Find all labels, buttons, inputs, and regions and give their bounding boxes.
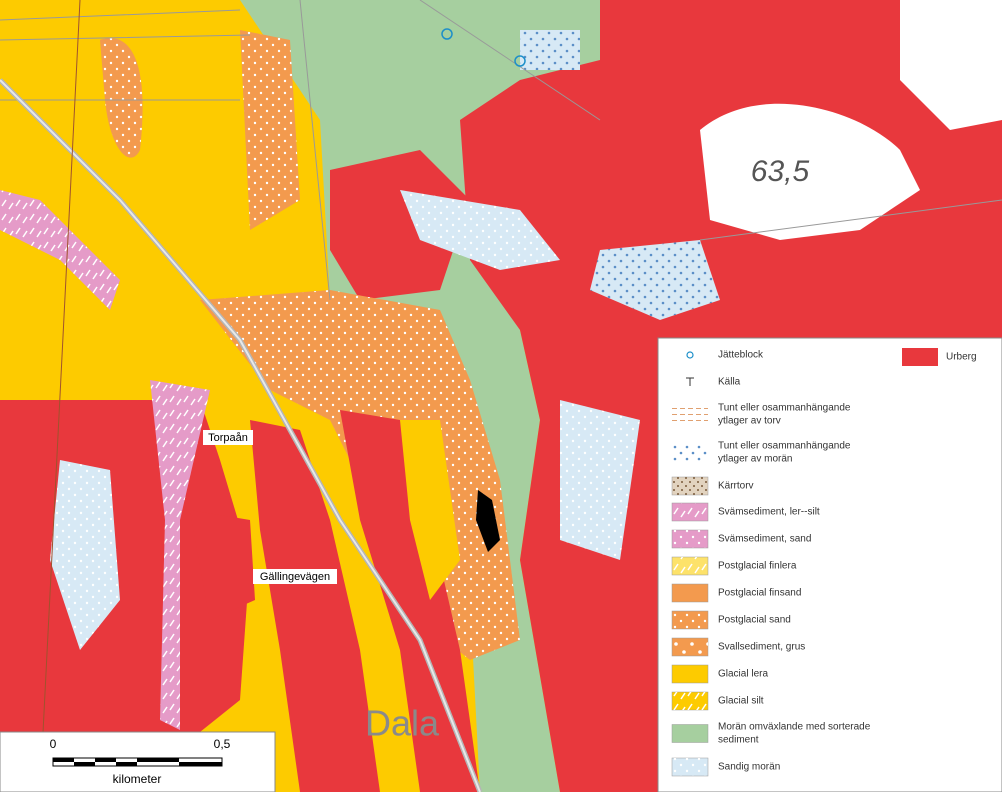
legend-label: Postglacial finlera [718, 561, 797, 572]
legend-label: Urberg [946, 352, 977, 363]
label-box [253, 569, 337, 584]
legend-label: Källa [718, 377, 741, 388]
legend-swatch-pattern [672, 477, 708, 495]
legend-label: Morän omväxlande med sorterade [718, 722, 871, 733]
legend-symbol [672, 443, 708, 462]
map-label: Dala [365, 703, 440, 744]
map-label: 63,5 [751, 155, 810, 188]
legend-label: Tunt eller osammanhängande [718, 403, 851, 414]
legend-label: Postglacial finsand [718, 588, 801, 599]
legend-label: Kärrtorv [718, 481, 754, 492]
legend-swatch [671, 583, 709, 603]
legend-label: Svallsediment, grus [718, 642, 805, 653]
legend-label: ytlager av torv [718, 416, 781, 427]
legend-swatch-pattern [672, 611, 708, 629]
legend-swatch [671, 664, 709, 684]
legend-label: Svämsediment, ler--silt [718, 507, 820, 518]
label-box [203, 430, 253, 445]
legend-label: Glacial lera [718, 669, 768, 680]
map-label: Gällingevägen [260, 571, 330, 583]
legend-swatch-pattern [672, 530, 708, 548]
scale-unit: kilometer [113, 772, 162, 786]
legend-label: Sandig morän [718, 762, 780, 773]
legend: Urberg Jätteblock Källa Tunt eller osammanh… [657, 337, 1002, 793]
legend-label: Glacial silt [718, 696, 764, 707]
legend-swatch-pattern [672, 557, 708, 575]
legend-swatch [671, 724, 709, 743]
legend-symbol [686, 377, 694, 386]
legend-swatch-pattern [672, 638, 708, 656]
legend-swatch-pattern [672, 758, 708, 776]
legend-label: Svämsediment, sand [718, 534, 811, 545]
legend-swatch [902, 348, 938, 366]
legend-label: Postglacial sand [718, 615, 791, 626]
legend-swatch-pattern [672, 692, 708, 710]
legend-label: Tunt eller osammanhängande [718, 441, 851, 452]
legend-label: ytlager av morän [718, 454, 792, 465]
scale-tick: 0,5 [214, 737, 231, 751]
legend-symbol [686, 351, 694, 359]
scale-bar: 0 0,5 kilometer [0, 731, 276, 793]
scale-tick: 0 [50, 737, 57, 751]
legend-swatch-pattern [672, 503, 708, 521]
legend-label: sediment [718, 735, 759, 746]
legend-label: Jätteblock [718, 350, 764, 361]
map-label: Torpaån [208, 432, 248, 444]
